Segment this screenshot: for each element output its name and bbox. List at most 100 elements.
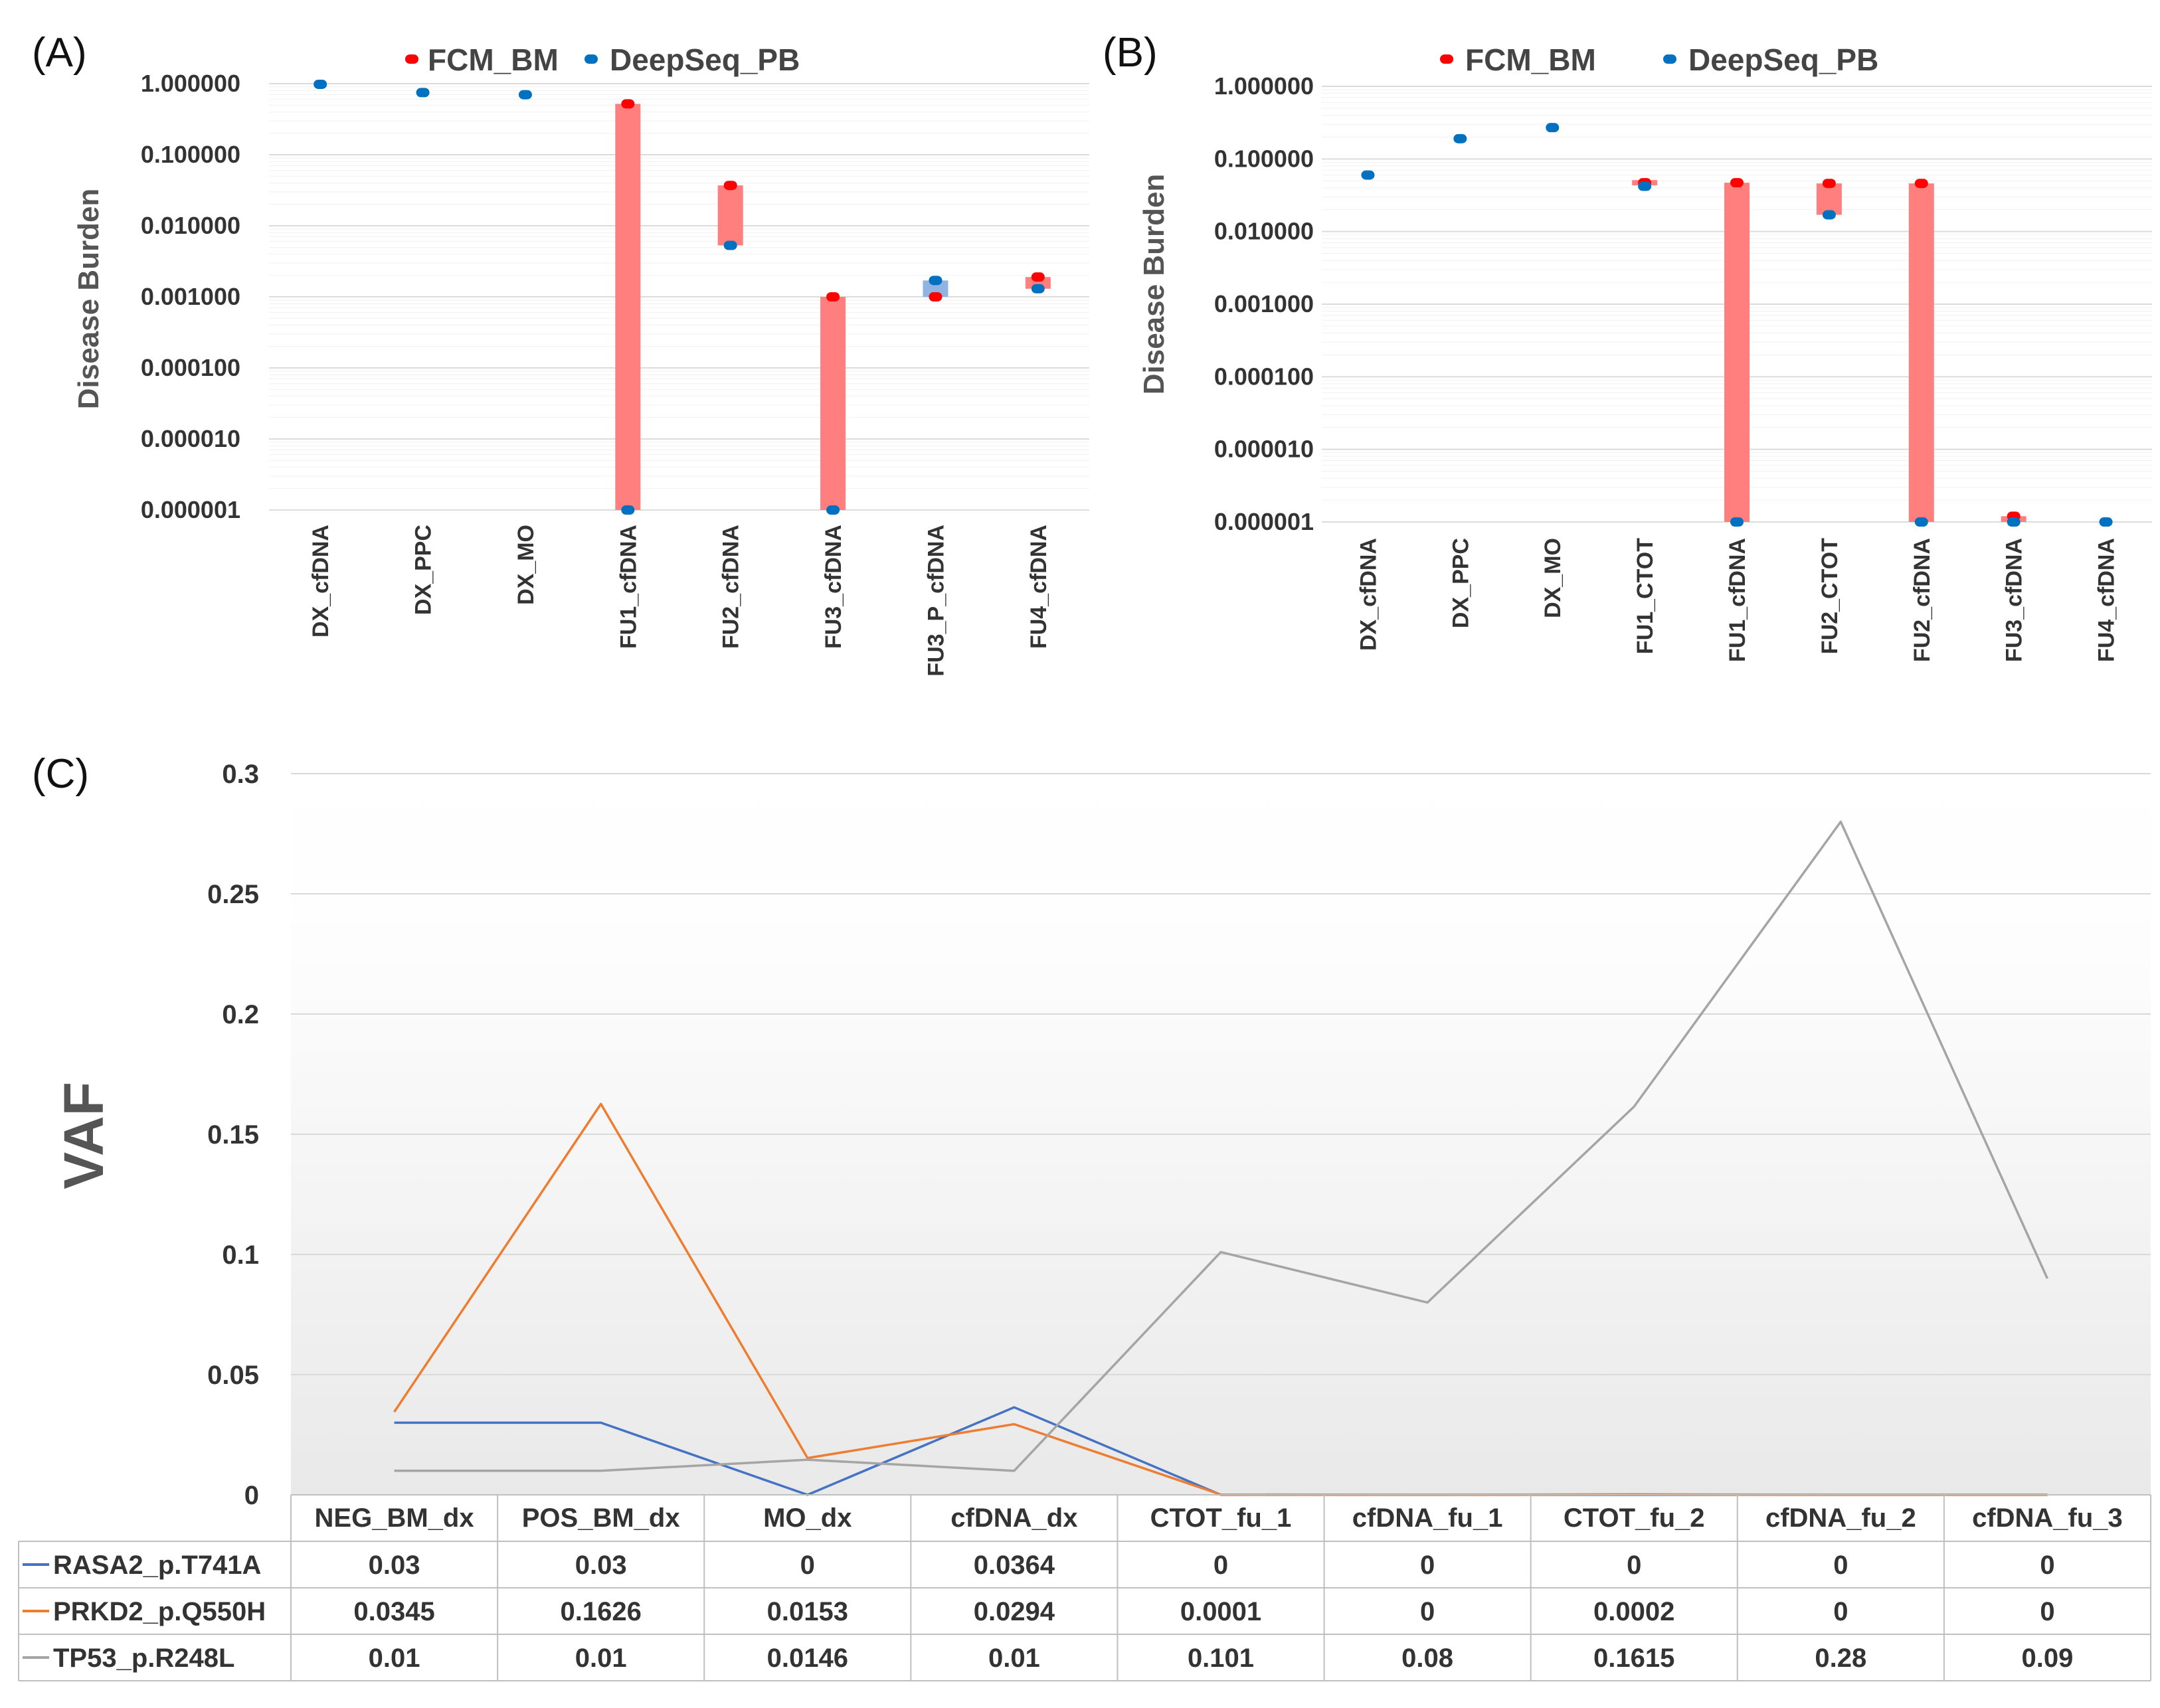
panel-a-point-fcm (621, 99, 635, 109)
panel-a-point-deepseq (929, 276, 943, 286)
panel-a-y-ticks: 1.000000 0.100000 0.010000 0.001000 0.000100… (141, 70, 240, 523)
panel-b-y-tick-label: 1.000000 (1214, 72, 1314, 100)
panel-c-table-series-name: TP53_p.R248L (53, 1644, 234, 1673)
panel-a-legend-swatch-fcm (405, 54, 418, 64)
panel-c-table-value: 0.1615 (1593, 1644, 1674, 1673)
panel-a-point-fcm (826, 292, 840, 301)
panel-a-x-ticks: DX_cfDNA DX_PPC DX_MO FU1_cfDNA FU2_cfDNA FU3… (308, 525, 1051, 677)
panel-a-point-deepseq (416, 88, 430, 98)
panel-a-label: (A) (32, 30, 87, 76)
panel-b-y-tick-label: 0.000001 (1214, 508, 1314, 535)
panel-b-legend: FCM_BM DeepSeq_PB (1440, 43, 1878, 77)
panel-b-x-tick-label: FU1_CTOT (1633, 538, 1658, 654)
panel-c-table-category: cfDNA_fu_3 (1972, 1503, 2123, 1533)
panel-a-y-tick-label: 0.000010 (141, 425, 240, 452)
panel-b-point-deepseq (1453, 133, 1467, 143)
panel-a-range-bars (615, 104, 1051, 511)
panel-c-table-value: 0 (1420, 1597, 1435, 1626)
panel-a-x-tick-label: FU3_cfDNA (821, 525, 846, 649)
panel-a-x-tick-label: FU4_cfDNA (1026, 525, 1051, 649)
panel-c-y-tick-label: 0.25 (207, 880, 259, 909)
panel-c-table-value: 0 (800, 1551, 815, 1580)
panel-c-y-tick-label: 0.05 (207, 1361, 259, 1390)
panel-c-table-value: 0.28 (1815, 1644, 1866, 1673)
panel-a-point-deepseq (826, 505, 840, 515)
panel-c-data-table: NEG_BM_dx POS_BM_dx MO_dx cfDNA_dx CTOT_fu_1… (18, 1494, 2151, 1681)
panel-a-y-tick-label: 0.000001 (141, 496, 240, 523)
panel-c-table-value: 0.0002 (1593, 1597, 1674, 1626)
panel-c-table-value: 0.0294 (974, 1597, 1055, 1626)
panel-a-y-tick-label: 0.001000 (141, 283, 240, 310)
panel-c-table-value: 0 (1214, 1551, 1228, 1580)
panel-a-range-bar (615, 104, 641, 511)
panel-b-label: (B) (1103, 30, 1158, 76)
panel-b-point-deepseq (1546, 123, 1560, 133)
panel-a-range-bar (717, 185, 743, 246)
panel-a-point-deepseq (723, 240, 737, 250)
panel-a-x-tick-label: FU2_cfDNA (719, 525, 744, 649)
panel-c-y-title: VAF (52, 1082, 115, 1189)
panel-c-y-tick-label: 0.1 (222, 1240, 259, 1270)
panel-b-x-tick-label: FU2_CTOT (1817, 538, 1843, 654)
panel-b-y-title: Disease Burden (1138, 174, 1170, 395)
panel-c-table-category: cfDNA_fu_1 (1352, 1503, 1503, 1533)
panel-a-range-bar (820, 297, 846, 510)
panel-b-point-fcm (1914, 179, 1928, 189)
panel-b-range-bar (1724, 183, 1750, 522)
panel-b-y-tick-label: 0.010000 (1214, 218, 1314, 245)
panel-b-point-deepseq (1822, 210, 1836, 220)
panel-c-table-series-name: RASA2_p.T741A (53, 1551, 261, 1580)
panel-c-line-tp53 (394, 820, 2048, 1472)
panel-b-y-ticks: 1.000000 0.100000 0.010000 0.001000 0.000100… (1214, 72, 1314, 535)
panel-c-table-value: 0 (1833, 1551, 1848, 1580)
panel-b-x-tick-label: FU1_cfDNA (1725, 538, 1750, 662)
panel-c-y-ticks: 0 0.05 0.1 0.15 0.2 0.25 0.3 (207, 760, 259, 1510)
panel-a-legend-swatch-deepseq (585, 54, 598, 64)
panel-a-x-tick-label: DX_MO (513, 525, 539, 605)
panel-b-x-tick-label: FU3_cfDNA (2002, 538, 2027, 662)
panel-c-table-category: cfDNA_fu_2 (1765, 1503, 1916, 1533)
panel-c-table-value: 0.1626 (560, 1597, 641, 1626)
panel-c-table-category: CTOT_fu_1 (1150, 1503, 1292, 1533)
panel-a-point-deepseq (1031, 284, 1045, 294)
panel-b-x-tick-label: DX_PPC (1448, 538, 1473, 628)
panel-b-chart: (B) 1.000000 0.100000 0.010000 0.001000 0.00… (1103, 30, 2152, 662)
panel-a-chart: (A) 1.000000 0.100000 0.010000 0.001000 0.00… (32, 30, 1089, 677)
panel-a-x-tick-label: FU3_P_cfDNA (923, 525, 948, 677)
panel-c-label: (C) (32, 751, 89, 797)
panel-b-legend-fcm: FCM_BM (1465, 43, 1596, 77)
panel-a-gridlines (269, 83, 1089, 511)
panel-b-range-bars (1632, 180, 2026, 522)
panel-a-x-tick-label: DX_PPC (411, 525, 436, 615)
panel-c-table-value: 0.08 (1401, 1644, 1453, 1673)
panel-c-table-value: 0.0345 (353, 1597, 434, 1626)
panel-c-y-tick-label: 0.3 (222, 760, 259, 789)
panel-c-table-value: 0.01 (988, 1644, 1040, 1673)
panel-c-y-tick-label: 0.15 (207, 1120, 259, 1150)
panel-a-points (314, 79, 1045, 515)
panel-b-point-deepseq (1730, 517, 1744, 527)
panel-b-point-deepseq (1914, 517, 1928, 527)
panel-c-table-value: 0.03 (369, 1551, 420, 1580)
panel-c-table-category: MO_dx (763, 1503, 852, 1533)
panel-b-legend-deepseq: DeepSeq_PB (1688, 43, 1878, 77)
panel-a-x-tick-label: FU1_cfDNA (616, 525, 641, 649)
panel-b-y-tick-label: 0.000010 (1214, 436, 1314, 463)
panel-c-y-tick-label: 0.2 (222, 1000, 259, 1029)
panel-a-y-tick-label: 1.000000 (141, 70, 240, 97)
panel-c-table-value: 0.09 (2022, 1644, 2074, 1673)
panel-c-table-value: 0 (1420, 1551, 1435, 1580)
panel-b-point-fcm (1822, 179, 1836, 189)
panel-a-legend-deepseq: DeepSeq_PB (610, 43, 800, 77)
panel-c-chart: (C) 0 0.05 0.1 0.15 0.2 0.25 0.3 VAF NEG_BM_dx… (18, 751, 2151, 1681)
panel-a-y-tick-label: 0.100000 (141, 141, 240, 168)
panel-c-table-value: 0.01 (575, 1644, 627, 1673)
panel-b-x-ticks: DX_cfDNA DX_PPC DX_MO FU1_CTOT FU1_cfDNA FU2_… (1356, 538, 2119, 662)
panel-c-table-value: 0.03 (575, 1551, 627, 1580)
panel-b-legend-swatch-fcm (1440, 54, 1453, 64)
panel-a-range-bar (1025, 277, 1051, 289)
panel-b-x-tick-label: FU2_cfDNA (1910, 538, 1935, 662)
panel-a-legend: FCM_BM DeepSeq_PB (405, 43, 800, 77)
panel-b-legend-swatch-deepseq (1663, 54, 1676, 64)
